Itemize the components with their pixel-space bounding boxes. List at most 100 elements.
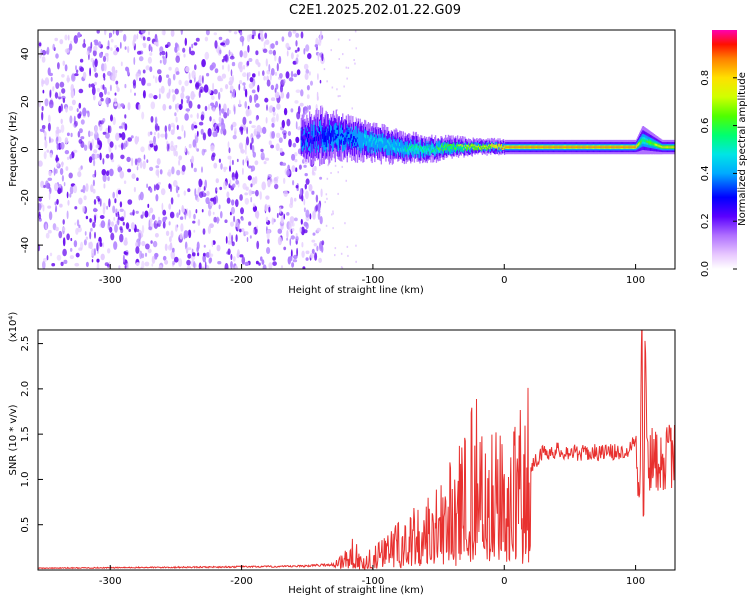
noise-blob bbox=[89, 218, 92, 223]
noise-blob bbox=[187, 188, 191, 193]
noise-blob bbox=[249, 95, 253, 103]
signal-column bbox=[389, 140, 392, 148]
noise-blob bbox=[267, 179, 271, 188]
noise-blob bbox=[268, 105, 274, 113]
noise-blob bbox=[267, 174, 272, 179]
noise-blob bbox=[208, 103, 211, 111]
noise-blob bbox=[136, 166, 139, 171]
noise-blob bbox=[162, 221, 166, 229]
signal-column bbox=[529, 146, 531, 148]
signal-column bbox=[331, 130, 334, 135]
signal-column bbox=[490, 144, 492, 146]
noise-blob bbox=[193, 167, 197, 173]
signal-column bbox=[354, 126, 357, 143]
noise-blob bbox=[210, 201, 214, 207]
noise-blob bbox=[272, 261, 277, 266]
signal-column bbox=[637, 144, 639, 147]
noise-blob bbox=[130, 135, 134, 139]
noise-blob bbox=[309, 213, 312, 220]
noise-blob bbox=[82, 107, 87, 117]
noise-blob bbox=[290, 249, 293, 258]
signal-column bbox=[669, 146, 671, 148]
noise-blob bbox=[112, 205, 116, 214]
noise-blob bbox=[297, 47, 300, 52]
noise-blob bbox=[304, 72, 309, 80]
signal-column bbox=[628, 146, 631, 148]
noise-blob bbox=[248, 72, 251, 77]
noise-blob bbox=[70, 247, 73, 252]
noise-blob bbox=[112, 30, 115, 35]
noise-blob bbox=[295, 167, 298, 172]
signal-column bbox=[548, 146, 550, 148]
noise-blob bbox=[268, 262, 273, 269]
noise-blob bbox=[314, 252, 318, 261]
noise-blob bbox=[155, 165, 160, 169]
noise-blob bbox=[150, 46, 153, 53]
signal-column bbox=[673, 146, 675, 148]
signal-column bbox=[356, 138, 359, 143]
noise-blob bbox=[88, 242, 91, 249]
noise-blob bbox=[280, 91, 285, 99]
noise-blob bbox=[311, 239, 316, 243]
noise-blob bbox=[300, 31, 304, 39]
noise-blob bbox=[267, 238, 270, 244]
signal-column bbox=[535, 146, 537, 148]
noise-blob bbox=[157, 132, 160, 139]
noise-blob bbox=[67, 199, 70, 206]
noise-blob bbox=[246, 60, 250, 66]
signal-column bbox=[457, 144, 460, 146]
snr-frame bbox=[37, 329, 676, 571]
noise-blob bbox=[226, 191, 230, 198]
signal-column bbox=[320, 138, 323, 144]
noise-blob bbox=[66, 210, 69, 220]
signal-column bbox=[457, 142, 459, 147]
noise-blob bbox=[165, 44, 169, 48]
signal-column bbox=[462, 144, 464, 147]
noise-blob bbox=[311, 190, 315, 195]
noise-blob bbox=[255, 103, 260, 108]
noise-blob bbox=[142, 36, 146, 41]
noise-blob bbox=[83, 239, 87, 246]
noise-blob bbox=[112, 116, 116, 126]
signal-column bbox=[652, 142, 655, 145]
noise-blob bbox=[148, 93, 154, 99]
signal-column bbox=[594, 146, 597, 148]
signal-column bbox=[327, 135, 329, 140]
noise-blob bbox=[78, 88, 84, 94]
signal-column bbox=[348, 133, 350, 138]
signal-column bbox=[450, 144, 452, 147]
noise-blob bbox=[249, 235, 252, 239]
noise-blob bbox=[228, 109, 232, 115]
noise-blob bbox=[251, 137, 254, 144]
noise-blob bbox=[223, 168, 226, 173]
signal-column bbox=[619, 146, 621, 148]
noise-blob bbox=[110, 38, 114, 43]
noise-blob bbox=[209, 223, 214, 229]
noise-blob bbox=[102, 173, 107, 183]
signal-column bbox=[409, 145, 411, 149]
noise-blob bbox=[44, 131, 47, 137]
signal-column bbox=[556, 146, 558, 148]
noise-blob bbox=[130, 88, 132, 93]
signal-column bbox=[443, 148, 445, 154]
noise-blob bbox=[211, 154, 215, 161]
noise-blob bbox=[318, 210, 321, 214]
noise-blob bbox=[309, 252, 314, 259]
signal-column bbox=[455, 138, 457, 152]
noise-blob bbox=[298, 126, 301, 130]
signal-column bbox=[631, 146, 633, 148]
noise-blob bbox=[300, 89, 304, 97]
snr-series-line bbox=[38, 330, 675, 570]
noise-blob bbox=[233, 215, 236, 223]
noise-blob bbox=[247, 45, 250, 53]
noise-blob bbox=[274, 91, 280, 99]
signal-column bbox=[554, 146, 556, 148]
noise-blob bbox=[48, 170, 52, 177]
noise-blob bbox=[136, 33, 139, 40]
signal-column bbox=[344, 134, 347, 145]
noise-blob bbox=[47, 177, 53, 181]
signal-column bbox=[646, 140, 648, 143]
noise-blob bbox=[58, 105, 62, 114]
noise-blob bbox=[241, 217, 244, 221]
signal-column bbox=[477, 142, 479, 149]
